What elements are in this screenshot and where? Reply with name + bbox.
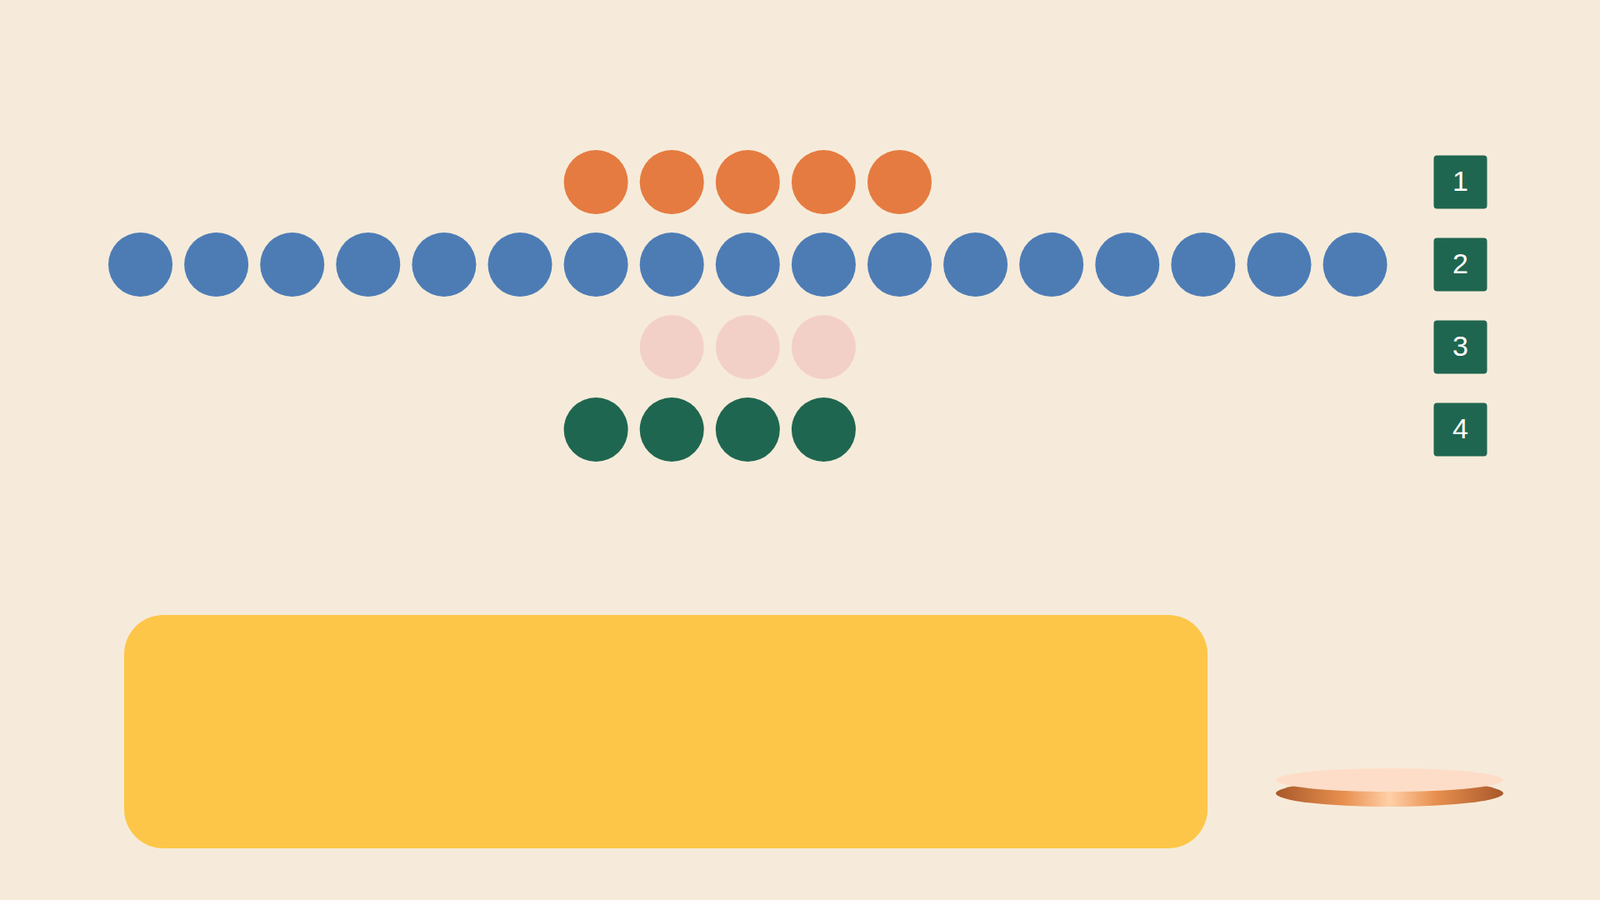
- svg-text:3: 3: [1452, 330, 1469, 362]
- svg-text:4: 4: [1452, 412, 1469, 445]
- svg-text:1: 1: [1452, 165, 1469, 197]
- svg-text:2: 2: [1452, 247, 1469, 280]
